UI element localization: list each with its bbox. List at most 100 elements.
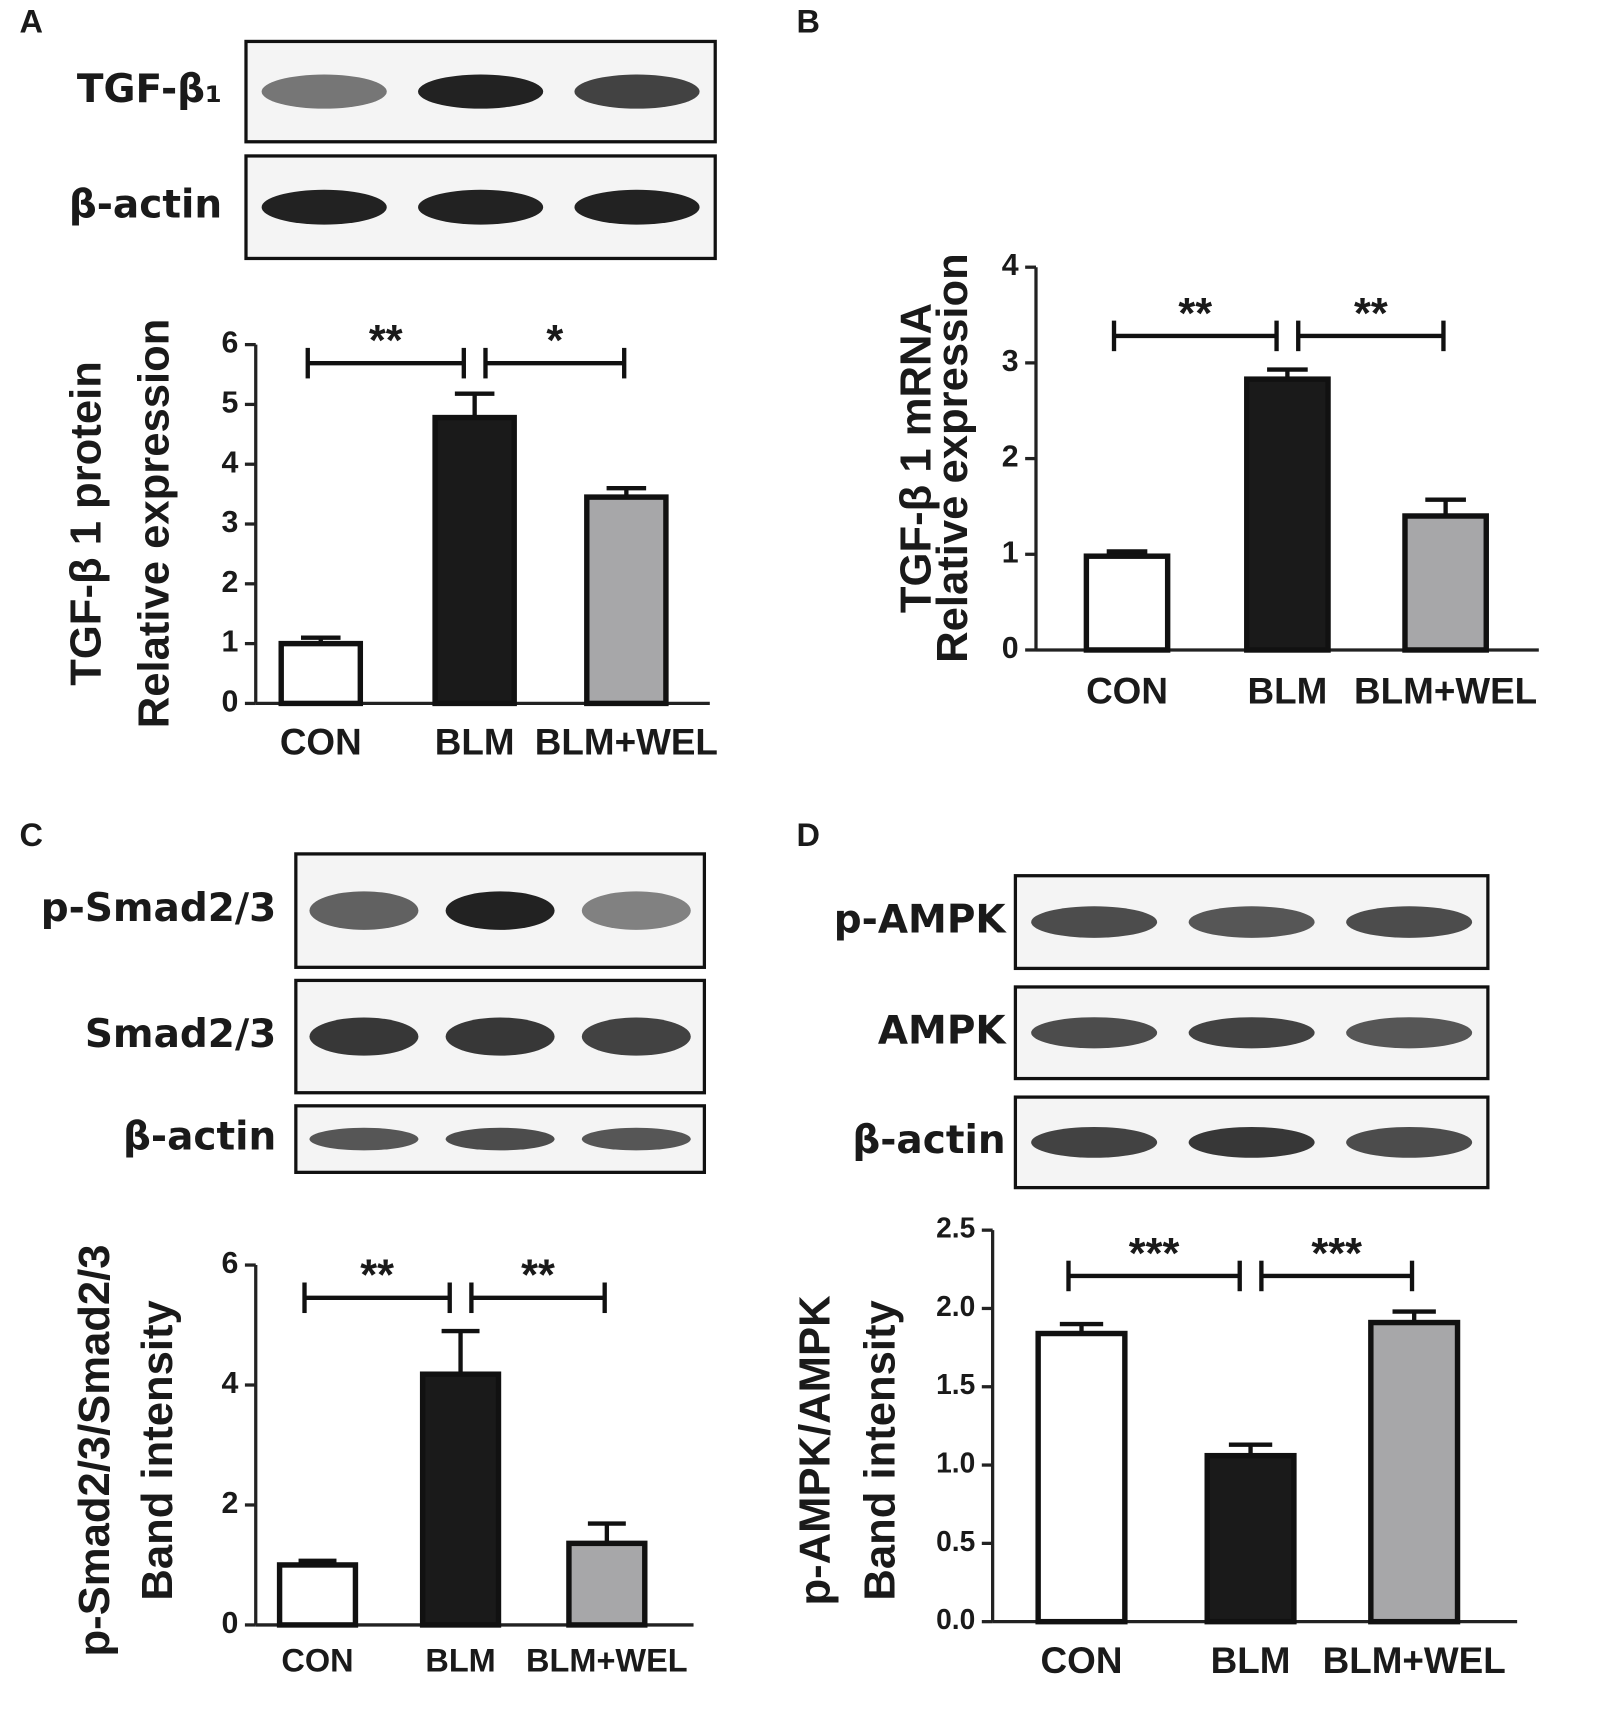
blot-band [309,1017,419,1056]
x-tick-label: BLM [435,722,515,763]
panel-letter: B [796,3,819,40]
bar [419,1371,502,1628]
blot-label: p-Smad2/3 [41,886,277,931]
blot-band [581,1127,691,1151]
blot-band [1031,906,1158,938]
y-tick-label: 6 [222,1246,239,1280]
blot-band [1346,906,1473,938]
blot-band [1346,1017,1473,1049]
sig-label: *** [1129,1230,1180,1278]
y-tick-label: 3 [222,505,239,539]
panel-letter: D [796,816,819,853]
y-tick-label: 5 [222,385,239,419]
x-tick-label: BLM+WEL [535,722,718,763]
y-tick-label: 6 [222,326,239,360]
blot-band [581,1017,691,1056]
bar [1368,1319,1461,1625]
x-tick-label: CON [1041,1640,1123,1681]
y-tick-label: 2 [1002,440,1019,474]
blot-label: Smad2/3 [85,1012,276,1057]
sig-label: * [546,317,563,365]
y-tick-label: 1 [222,625,239,659]
blot-label: β-actin [69,183,222,228]
blot-band [1346,1126,1473,1158]
y-tick-label: 4 [222,445,239,479]
bar [1204,1452,1297,1625]
blot-band [309,891,419,930]
bar [1083,553,1171,653]
x-tick-label: BLM [1248,670,1328,711]
blot-band [1188,1126,1315,1158]
x-tick-label: BLM+WEL [526,1642,688,1679]
y-tick-label: 1 [1002,535,1019,569]
blot-band [1188,1017,1315,1049]
blot-label: AMPK [878,1008,1007,1053]
bar [1402,513,1489,653]
blot-label: β-actin [852,1118,1005,1163]
blot-band [418,74,544,109]
y-tick-label: 3 [1002,344,1019,378]
x-tick-label: CON [280,722,362,763]
blot-label: TGF-β₁ [77,67,222,112]
bar [276,1562,359,1628]
y-tick-label: 1.0 [936,1446,975,1478]
y-tick-label: 2 [222,1486,239,1520]
y-axis-label: Relative expression [131,319,179,729]
y-tick-label: 1.5 [936,1368,975,1400]
blot-band [418,189,544,225]
y-tick-label: 0 [222,1606,239,1640]
blot-band [445,1017,555,1056]
blot-band [261,74,387,109]
blot-band [581,891,691,930]
y-tick-label: 4 [222,1366,239,1400]
x-tick-label: CON [1086,670,1168,711]
bar [584,494,669,707]
blot-band [445,1127,555,1151]
y-tick-label: 4 [1002,248,1019,282]
x-tick-label: BLM [425,1642,495,1679]
blot-band [574,74,700,109]
bar [432,414,517,707]
y-tick-label: 2.0 [936,1290,975,1322]
x-tick-label: BLM [1211,1640,1291,1681]
y-axis-label: Band intensity [857,1300,905,1600]
sig-label: ** [360,1252,394,1300]
blot-band [574,189,700,225]
blot-band [1188,906,1315,938]
y-tick-label: 2 [222,565,239,599]
y-axis-label: Band intensity [134,1300,182,1600]
y-tick-label: 0 [222,684,239,718]
y-axis-label: p-Smad2/3/Smad2/3 [71,1244,119,1656]
bar [566,1540,648,1628]
y-tick-label: 0.5 [936,1525,975,1557]
y-tick-label: 0 [1002,631,1019,665]
panel-letter: C [20,816,43,853]
y-axis-label: TGF-β 1 protein [62,361,110,686]
bar [1244,376,1331,653]
blot-band [1031,1126,1158,1158]
sig-label: *** [1311,1230,1362,1278]
blot-label: p-AMPK [834,897,1008,942]
sig-label: ** [369,317,403,365]
panel-letter: A [20,3,43,40]
y-tick-label: 0.0 [936,1603,975,1635]
y-axis-label: Relative expression [929,253,977,663]
blot-band [309,1127,419,1151]
x-tick-label: BLM+WEL [1354,670,1537,711]
bar [1035,1330,1128,1625]
blot-band [1031,1017,1158,1049]
blot-label: β-actin [123,1115,276,1160]
blot-band [445,891,555,930]
sig-label: ** [1178,290,1212,338]
sig-label: ** [521,1252,555,1300]
blot-band [261,189,387,225]
y-tick-label: 2.5 [936,1212,975,1244]
sig-label: ** [1354,290,1388,338]
x-tick-label: CON [281,1642,353,1679]
y-axis-label: p-AMPK/AMPK [792,1295,840,1605]
y-axis-label: TGF-β 1 mRNA [893,303,941,613]
bar [278,640,364,707]
x-tick-label: BLM+WEL [1323,1640,1506,1681]
